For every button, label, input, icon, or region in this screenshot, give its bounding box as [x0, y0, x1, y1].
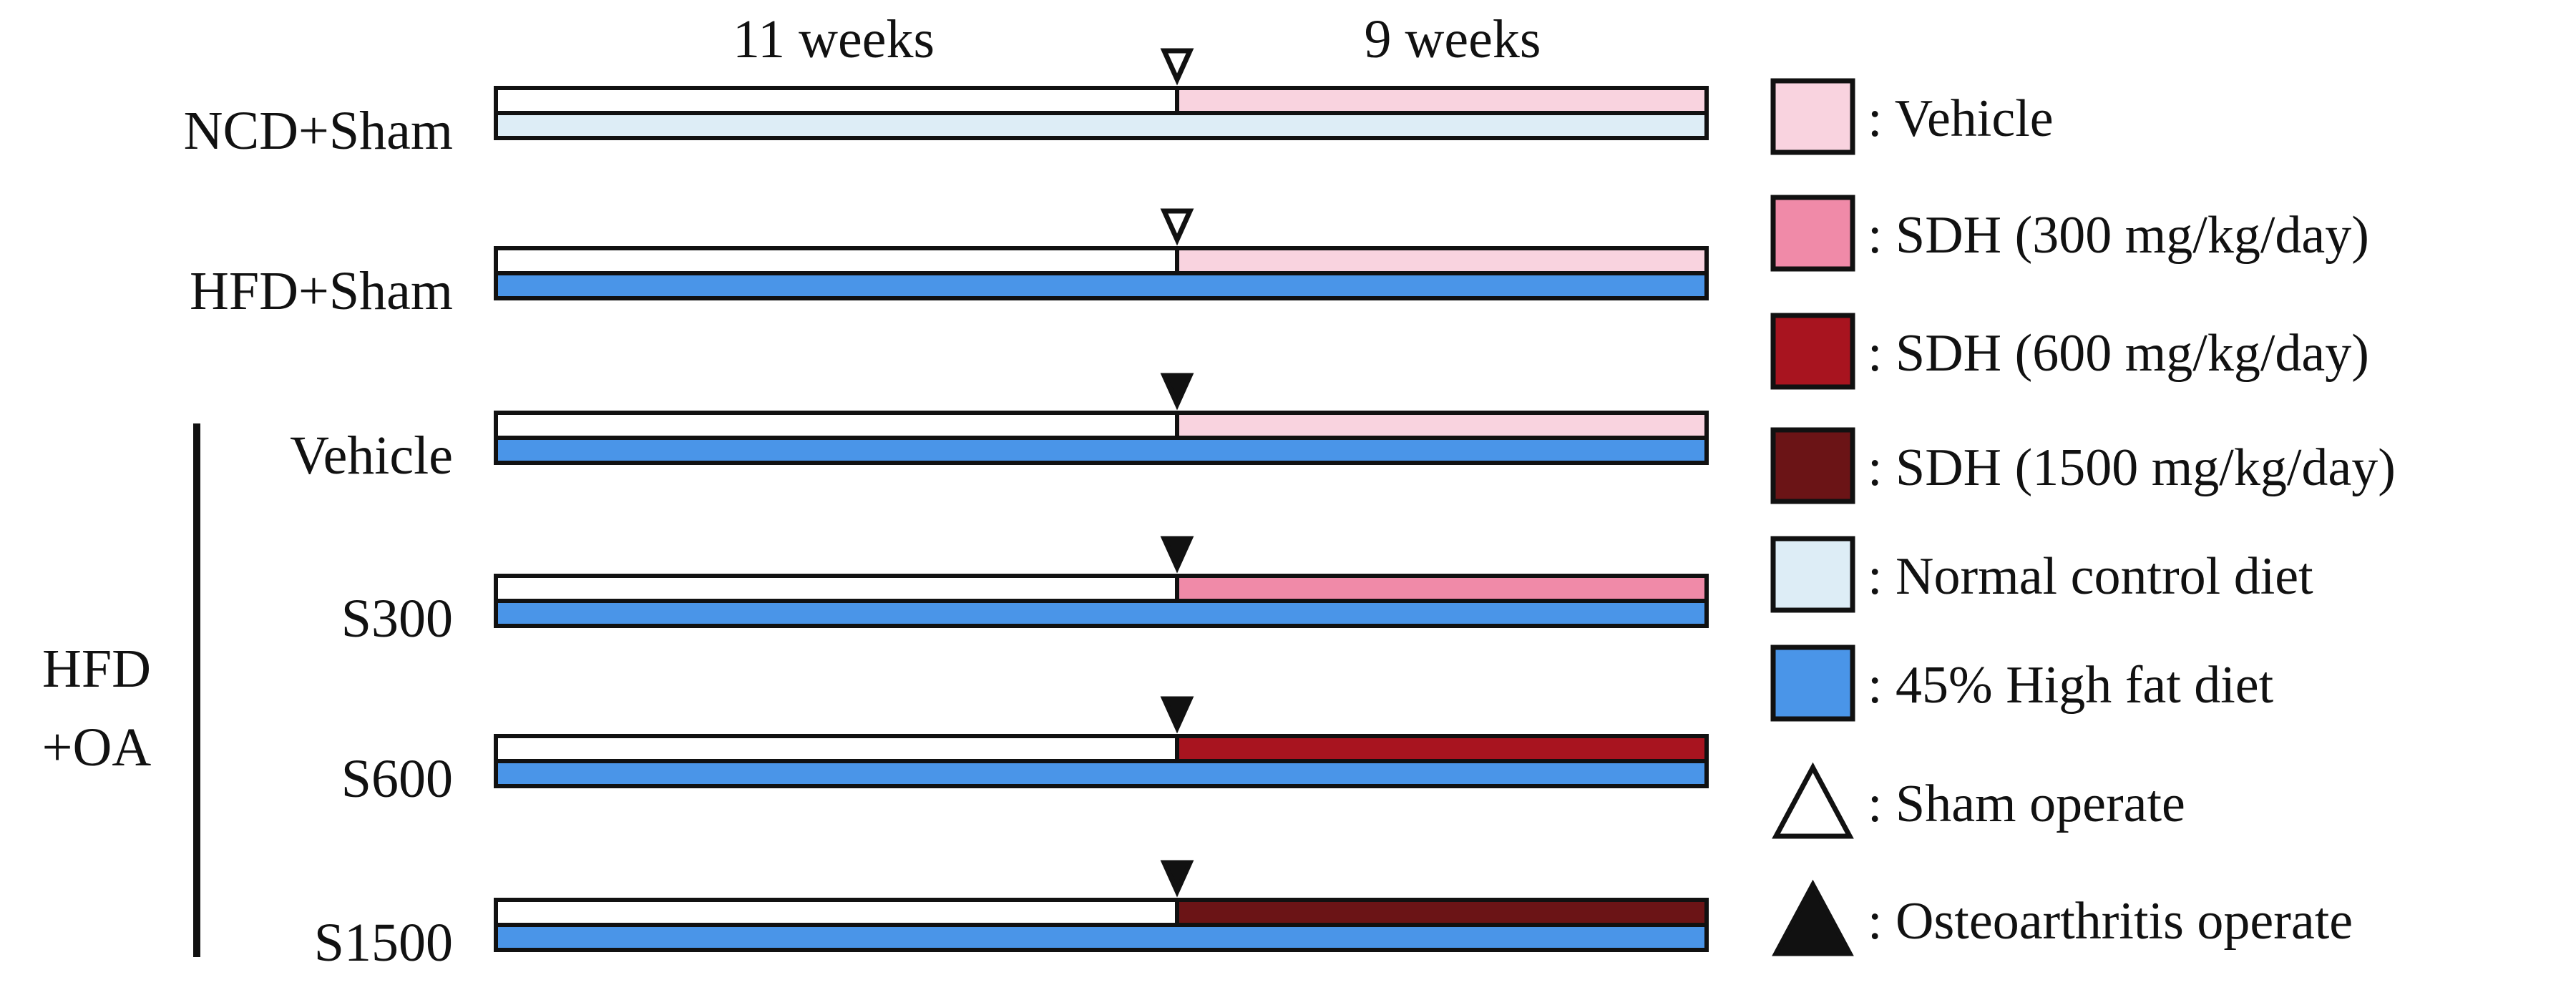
- legend-item: : Osteoarthritis operate: [1772, 879, 2353, 956]
- pre-treatment-bar: [494, 86, 1179, 115]
- group-label: HFD+Sham: [190, 261, 453, 321]
- legend-label: : Normal control diet: [1868, 547, 2313, 606]
- bracket-label-line1: HFD: [42, 639, 151, 699]
- treatment-bar: [1175, 898, 1709, 927]
- legend-swatch: [1770, 78, 1855, 155]
- oa-operation-marker: [1160, 860, 1194, 898]
- treatment-bar: [1175, 246, 1709, 275]
- diet-bar: [494, 599, 1709, 628]
- group-rows: NCD+Sham HFD+Sham Vehicle S300 S600 S1500: [184, 48, 1709, 973]
- legend-item: : Normal control diet: [1770, 536, 2313, 613]
- group-row: S1500: [314, 860, 1709, 973]
- legend-swatch: [1770, 427, 1855, 504]
- legend-item: : SDH (1500 mg/kg/day): [1770, 427, 2396, 504]
- legend-label: : 45% High fat diet: [1868, 656, 2274, 715]
- legend-item: : SDH (300 mg/kg/day): [1770, 195, 2369, 272]
- group-row: S300: [341, 536, 1709, 649]
- legend-label: : SDH (300 mg/kg/day): [1868, 206, 2369, 265]
- treatment-bar: [1175, 86, 1709, 115]
- legend-swatch: [1770, 645, 1855, 722]
- legend-label: : SDH (1500 mg/kg/day): [1868, 438, 2396, 497]
- legend: : Vehicle : SDH (300 mg/kg/day) : SDH (600…: [1770, 78, 2396, 956]
- group-row: HFD+Sham: [190, 208, 1709, 321]
- oa-operation-marker: [1160, 536, 1194, 574]
- treatment-bar: [1175, 574, 1709, 603]
- group-label: NCD+Sham: [184, 101, 453, 161]
- group-label: S600: [341, 749, 453, 809]
- pre-treatment-bar: [494, 246, 1179, 275]
- legend-item: : Vehicle: [1770, 78, 2054, 155]
- group-label: Vehicle: [290, 426, 453, 486]
- diet-bar: [494, 759, 1709, 788]
- legend-item: : Sham operate: [1772, 762, 2185, 839]
- sham-operation-marker: [1160, 48, 1194, 86]
- legend-item: : SDH (600 mg/kg/day): [1770, 313, 2369, 390]
- legend-swatch: [1770, 536, 1855, 613]
- timeline-after-label: 9 weeks: [1365, 9, 1541, 69]
- legend-swatch: [1770, 313, 1855, 390]
- pre-treatment-bar: [494, 411, 1179, 440]
- legend-item: : 45% High fat diet: [1770, 645, 2274, 722]
- pre-treatment-bar: [494, 574, 1179, 603]
- oa-operation-marker: [1160, 696, 1194, 734]
- group-row: Vehicle: [290, 373, 1709, 486]
- timeline-before-label: 11 weeks: [733, 9, 935, 69]
- pre-treatment-bar: [494, 734, 1179, 763]
- legend-label: : SDH (600 mg/kg/day): [1868, 324, 2369, 383]
- diet-bar: [494, 271, 1709, 300]
- legend-label: : Vehicle: [1868, 89, 2054, 148]
- legend-swatch: [1770, 195, 1855, 272]
- group-row: NCD+Sham: [184, 48, 1709, 161]
- group-label: S300: [341, 589, 453, 649]
- pre-treatment-bar: [494, 898, 1179, 927]
- legend-label: : Sham operate: [1868, 775, 2185, 833]
- legend-label: : Osteoarthritis operate: [1868, 892, 2353, 951]
- filled-triangle-icon: [1772, 879, 1854, 956]
- group-row: S600: [341, 696, 1709, 809]
- diet-bar: [494, 436, 1709, 465]
- diet-bar: [494, 111, 1709, 140]
- hfd-oa-bracket: HFD +OA: [42, 423, 200, 957]
- open-triangle-icon: [1772, 762, 1854, 839]
- treatment-bar: [1175, 411, 1709, 440]
- diet-bar: [494, 923, 1709, 952]
- sham-operation-marker: [1160, 208, 1194, 246]
- bracket-label-line2: +OA: [42, 717, 152, 778]
- treatment-bar: [1175, 734, 1709, 763]
- group-label: S1500: [314, 913, 453, 973]
- oa-operation-marker: [1160, 373, 1194, 411]
